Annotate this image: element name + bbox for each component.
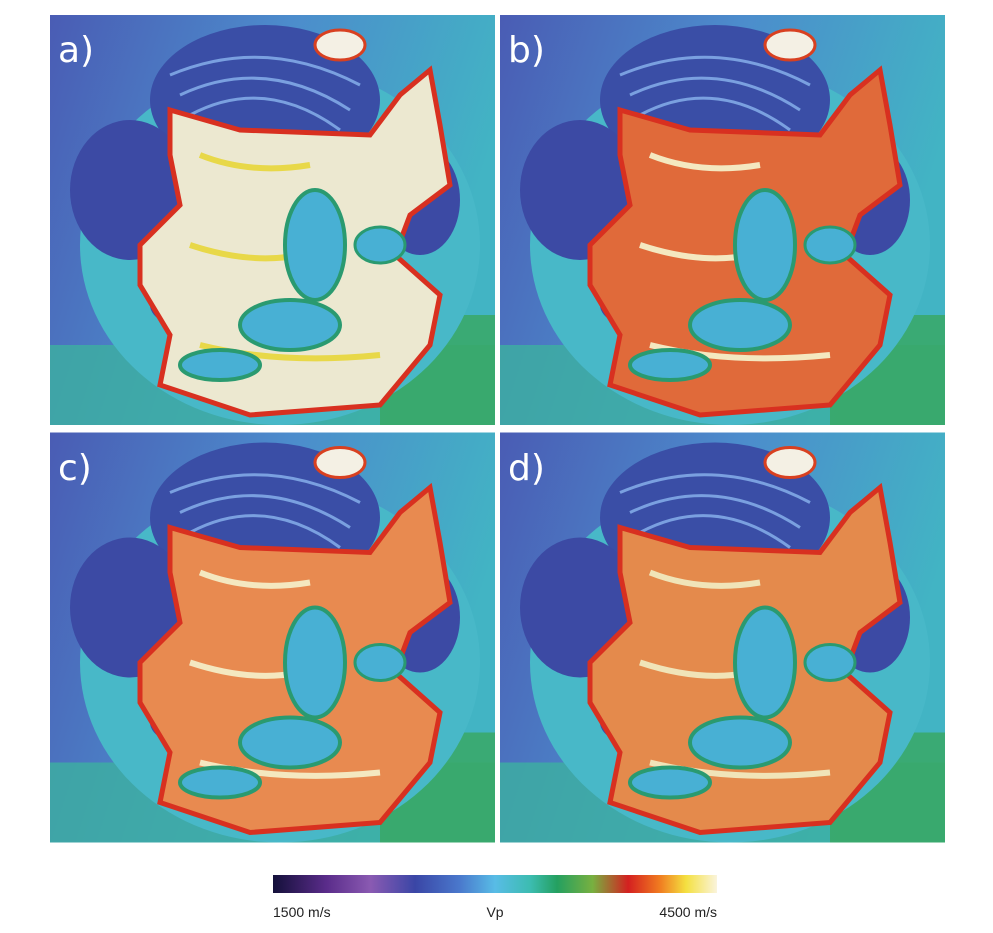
panel-d <box>500 433 945 843</box>
panel-label: d) <box>508 448 545 489</box>
panel-b <box>500 15 945 425</box>
colorbar-tick-label: 1500 m/s <box>273 904 331 920</box>
panel-a <box>50 15 495 425</box>
colorbar <box>273 875 717 893</box>
panel-label: b) <box>508 30 545 71</box>
colorbar-tick-label: 4500 m/s <box>659 904 717 920</box>
colorbar-title: Vp <box>486 904 503 920</box>
panel-c <box>50 433 495 843</box>
panel-label: c) <box>58 448 92 489</box>
panel-label: a) <box>58 30 94 71</box>
